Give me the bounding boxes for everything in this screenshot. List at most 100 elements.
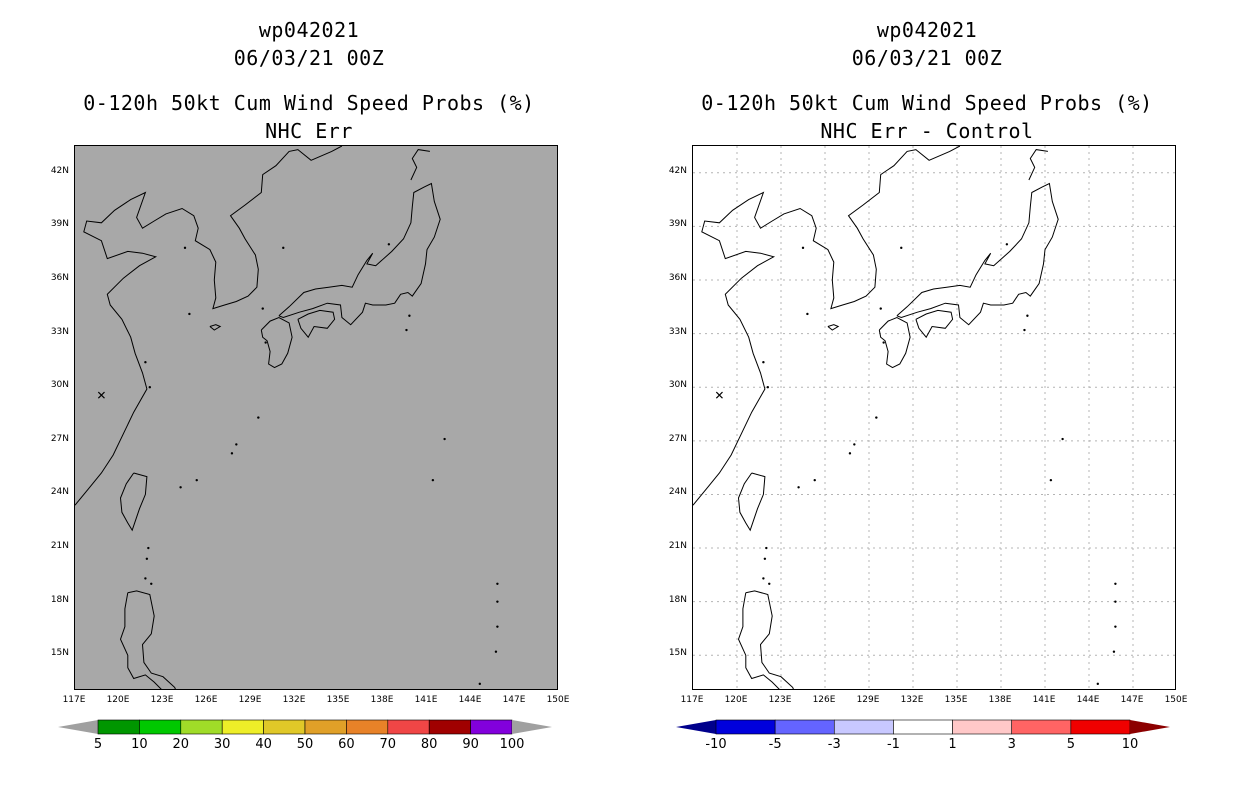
- lat-tick-label: 27N: [50, 433, 69, 444]
- colorbar-segment: [1011, 719, 1072, 735]
- lon-tick-label: 138E: [988, 695, 1012, 705]
- colorbar-label: 5: [93, 737, 103, 752]
- lat-tick-label: 33N: [50, 326, 69, 337]
- island: [797, 486, 800, 489]
- lat-tick-label: 36N: [668, 273, 687, 284]
- island: [150, 582, 153, 585]
- island: [900, 246, 903, 250]
- colorbar-end-high: [1130, 720, 1170, 734]
- island: [145, 557, 149, 560]
- panel-subtitle: NHC Err - Control: [820, 119, 1034, 143]
- island: [183, 246, 187, 250]
- lon-tick-label: 129E: [856, 695, 880, 705]
- lat-tick-label: 15N: [50, 648, 69, 659]
- colorbar-segment: [893, 719, 953, 735]
- colorbar-segment: [952, 719, 1013, 735]
- colorbar-segment: [346, 719, 389, 735]
- coastline: [737, 590, 794, 689]
- coastline: [209, 324, 222, 331]
- island: [144, 577, 147, 580]
- island: [144, 361, 147, 364]
- colorbar-label: -3: [827, 737, 841, 752]
- coastline: [915, 309, 954, 339]
- lat-tick-label: 36N: [50, 273, 69, 284]
- island: [875, 416, 878, 419]
- island: [408, 314, 411, 317]
- island: [188, 312, 191, 316]
- coastline: [693, 146, 961, 506]
- colorbar-end-low: [58, 720, 98, 734]
- coastline: [878, 316, 911, 369]
- colorbar-label: 5: [1066, 737, 1075, 752]
- coastline: [1028, 149, 1048, 181]
- lon-tick-label: 141E: [1032, 695, 1056, 705]
- coastline: [896, 182, 1059, 326]
- colorbar-label: 1: [948, 737, 957, 752]
- island: [478, 682, 481, 686]
- colorbar-label: 10: [131, 737, 148, 752]
- island: [1005, 243, 1009, 246]
- island: [762, 577, 765, 580]
- lon-tick-label: 117E: [680, 695, 704, 705]
- lon-tick-label: 132E: [282, 695, 306, 705]
- island: [801, 246, 805, 250]
- island: [261, 307, 264, 310]
- lat-tick-label: 21N: [668, 541, 687, 552]
- lon-tick-label: 120E: [724, 695, 748, 705]
- colorbar-label: 90: [462, 737, 479, 752]
- storm-position-marker: ✕: [96, 389, 106, 403]
- island: [765, 546, 768, 550]
- lon-tick-label: 126E: [194, 695, 218, 705]
- storm-position-marker: ✕: [714, 389, 724, 403]
- lon-tick-label: 132E: [900, 695, 924, 705]
- difference-map: ✕: [692, 145, 1176, 690]
- island: [195, 478, 198, 482]
- island: [1114, 625, 1117, 628]
- lat-tick-label: 39N: [668, 219, 687, 230]
- lon-tick-label: 141E: [414, 695, 438, 705]
- island: [879, 307, 882, 310]
- colorbar-label: -5: [768, 737, 782, 752]
- lon-tick-label: 147E: [502, 695, 526, 705]
- island: [235, 443, 238, 446]
- coastline: [737, 472, 766, 532]
- storm-id: wp042021: [876, 18, 978, 42]
- lon-tick-label: 147E: [1120, 695, 1144, 705]
- lon-tick-label: 129E: [238, 695, 262, 705]
- lat-tick-label: 18N: [668, 594, 687, 605]
- lat-tick-label: 30N: [50, 380, 69, 391]
- island: [496, 600, 499, 603]
- lat-tick-label: 33N: [668, 326, 687, 337]
- lat-tick-label: 30N: [668, 380, 687, 391]
- panel-subtitle: NHC Err: [265, 119, 353, 143]
- island: [282, 246, 285, 250]
- island: [147, 546, 150, 550]
- island: [1026, 314, 1029, 317]
- colorbar-segment: [833, 719, 894, 735]
- island: [405, 328, 408, 332]
- lon-tick-label: 150E: [546, 695, 570, 705]
- right-panel: wp042021 06/03/21 00Z 0-120h 50kt Cum Wi…: [618, 0, 1236, 800]
- island: [1023, 328, 1026, 332]
- island: [431, 478, 435, 482]
- coastline: [119, 590, 176, 689]
- island: [443, 437, 446, 441]
- colorbar-segment: [304, 719, 347, 735]
- lon-tick-label: 150E: [1164, 695, 1188, 705]
- island: [813, 478, 816, 482]
- island: [387, 243, 391, 246]
- island: [853, 443, 856, 446]
- left-panel: wp042021 06/03/21 00Z 0-120h 50kt Cum Wi…: [50, 18, 570, 752]
- coastline: [297, 309, 336, 339]
- coastline-layer: ✕: [75, 146, 499, 689]
- colorbar-end-low: [676, 720, 716, 734]
- datetime: 06/03/21 00Z: [851, 46, 1003, 70]
- island: [148, 386, 151, 389]
- colorbar-segment: [470, 719, 513, 735]
- coastline: [119, 472, 148, 532]
- island: [848, 452, 852, 455]
- coastline: [410, 149, 430, 181]
- coastline: [260, 316, 293, 369]
- datetime: 06/03/21 00Z: [233, 46, 385, 70]
- island: [1061, 437, 1064, 441]
